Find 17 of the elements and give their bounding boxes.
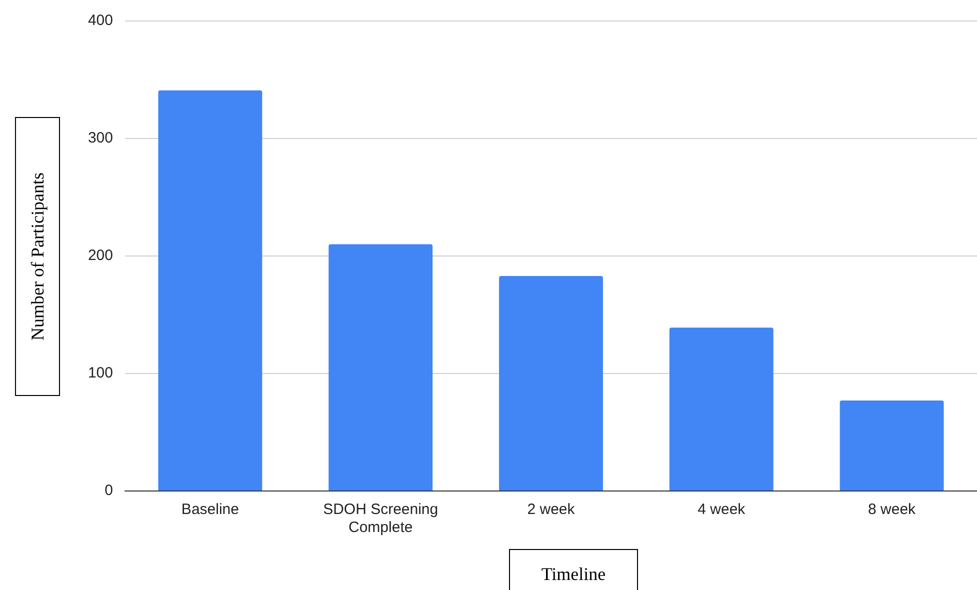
x-tick-label: 8 week	[868, 501, 916, 518]
bar	[158, 90, 262, 490]
y-tick-label: 300	[88, 130, 113, 147]
bar	[499, 276, 603, 490]
bar	[669, 328, 774, 490]
y-tick-label: 0	[104, 482, 113, 500]
y-axis-title: Number of Participants	[27, 172, 48, 340]
x-tick-label: 4 week	[698, 501, 746, 518]
x-tick-label: 2 week	[527, 501, 576, 518]
x-axis-title: Timeline	[509, 549, 638, 590]
y-tick-label: 100	[88, 364, 113, 382]
y-tick-label: 400	[88, 12, 113, 30]
x-tick-label: SDOH Screening Complete	[323, 501, 438, 536]
bar	[840, 400, 944, 490]
y-tick-label: 200	[88, 247, 113, 264]
bar	[328, 244, 433, 490]
x-tick-label: Baseline	[181, 501, 239, 518]
